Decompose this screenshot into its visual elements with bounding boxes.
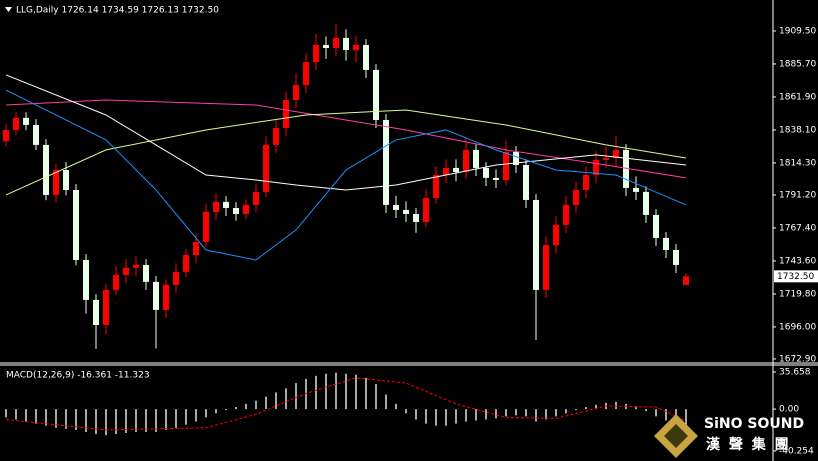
watermark-subtitle: 漢 聲 集 團 [706,436,791,453]
y-tick-label: 1791.20 [779,190,816,200]
candle-body [503,151,509,180]
candle-body [183,254,189,272]
candle-body [93,299,99,325]
candle-body [73,189,79,260]
candle-body [573,189,579,205]
y-tick-label: 0.00 [779,405,799,415]
candle-body [603,157,609,160]
candle-body [513,151,519,166]
y-tick-label: 1719.80 [779,289,816,299]
last-price-box [774,270,818,283]
candle-body [323,44,329,49]
candle-body [583,174,589,190]
candle-body [313,44,319,63]
candle-body [473,149,479,168]
moving-average [5,109,687,196]
candle-body [613,149,619,158]
candle-body [483,167,489,178]
candle-body [433,174,439,199]
signal-line [5,377,687,431]
candle-body [153,281,159,310]
candle-body [103,289,109,325]
candle-body [173,271,179,285]
y-tick-label: 1696.00 [779,322,816,332]
moving-average [5,99,687,179]
candle-body [413,213,419,222]
candle-body [673,249,679,265]
candle-body [373,69,379,120]
candle-body [383,119,389,205]
candle-body [683,276,689,286]
watermark-name: SiNO SOUND [704,416,804,432]
candle-body [443,167,449,175]
candle-body [453,167,459,172]
candle-body [263,144,269,192]
candle-body [663,237,669,250]
chart-title: LLG,Daily 1726.14 1734.59 1726.13 1732.5… [16,6,219,16]
candle-body [593,159,599,175]
candle-body [393,204,399,210]
candle-body [3,129,9,142]
candle-body [343,37,349,50]
candle-body [193,241,199,255]
candle-body [273,128,279,145]
candle-body [83,259,89,300]
candle-body [543,245,549,290]
candle-body [423,198,429,222]
candle-body [293,84,299,101]
candle-body [113,274,119,290]
y-tick-label: 35.658 [779,367,811,377]
y-tick-label: 1861.90 [779,92,816,102]
watermark: SiNO SOUND 漢 聲 集 團 [654,414,804,458]
candle-body [563,204,569,225]
y-tick-label: 1767.40 [779,223,816,233]
candle-body [653,214,659,238]
moving-average [5,74,687,191]
y-tick-label: 1743.60 [779,256,816,266]
candle-body [633,187,639,192]
candle-body [303,62,309,85]
candle-body [553,224,559,246]
candle-body [463,149,469,172]
candle-body [243,204,249,214]
candle-body [43,144,49,195]
candle-body [203,212,209,242]
candle-body [353,44,359,50]
candle-body [143,264,149,282]
candle-body [223,201,229,208]
y-tick-label: 1885.70 [779,59,816,69]
y-tick-label: -40.254 [779,446,814,456]
y-tick-label: 1672.90 [779,354,816,364]
candle-body [33,124,39,145]
candle-body [63,170,69,190]
candle-body [213,201,219,213]
candle-body [233,207,239,214]
y-tick-label: 1814.30 [779,158,816,168]
candle-body [533,199,539,290]
candle-body [523,165,529,200]
candle-body [23,117,29,125]
candle-body [163,284,169,310]
moving-average [5,89,687,261]
candle-body [623,149,629,188]
y-tick-label: 1909.50 [779,26,816,36]
candle-body [53,170,59,195]
candle-body [363,44,369,70]
candle-body [283,100,289,129]
candle-body [133,264,139,268]
y-tick-label: 1838.10 [779,125,816,135]
candle-body [13,117,19,130]
candle-body [123,267,129,275]
candle-body [253,191,259,205]
candle-body [403,209,409,214]
candle-body [643,191,649,215]
candle-body [333,37,339,49]
last-price-label: 1732.50 [777,272,814,282]
menu-arrow[interactable] [5,7,12,12]
logo-inner [664,424,688,448]
macd-title: MACD(12,26,9) -16.361 -11.323 [6,371,150,381]
candle-body [493,177,499,180]
